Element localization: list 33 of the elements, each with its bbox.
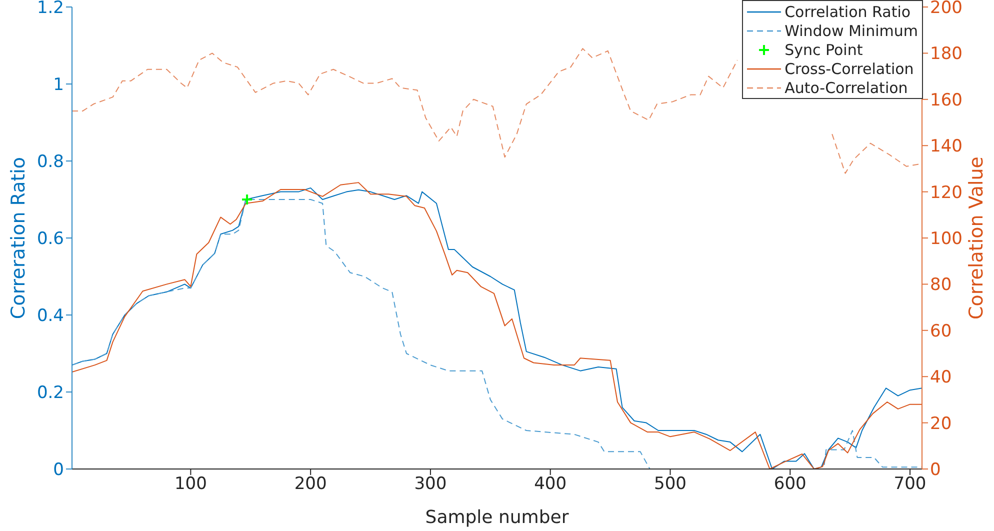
x-tick-label: 400 bbox=[534, 474, 567, 494]
x-tick-label: 300 bbox=[414, 474, 447, 494]
x-tick-label: 100 bbox=[174, 474, 207, 494]
x-tick-label: 200 bbox=[294, 474, 327, 494]
legend-label: Sync Point bbox=[784, 40, 863, 58]
y2-tick-label: 80 bbox=[930, 275, 952, 296]
y-tick-label: 0.6 bbox=[36, 229, 64, 250]
y-tick-label: 0.2 bbox=[36, 383, 64, 404]
legend-label: Window Minimum bbox=[784, 22, 918, 40]
y2-tick-label: 60 bbox=[930, 321, 952, 342]
y-tick-label: 0 bbox=[53, 460, 64, 480]
x-tick-label: 500 bbox=[654, 474, 686, 494]
y2-axis-title: Correlation Value bbox=[966, 156, 988, 320]
y2-tick-label: 140 bbox=[930, 136, 962, 157]
y2-tick-label: 40 bbox=[930, 368, 952, 388]
y-tick-label: 0.4 bbox=[36, 306, 64, 326]
legend-label: Cross-Correlation bbox=[784, 60, 914, 78]
y2-tick-label: 100 bbox=[930, 229, 962, 250]
y-tick-label: 1.2 bbox=[36, 0, 64, 18]
y-axis-title: Correration Ratio bbox=[8, 156, 30, 320]
y2-tick-label: 160 bbox=[930, 90, 962, 110]
legend-label: Correlation Ratio bbox=[784, 2, 911, 20]
y2-tick-label: 200 bbox=[930, 0, 962, 18]
legend-label: Auto-Correlation bbox=[784, 78, 908, 96]
y2-tick-label: 120 bbox=[930, 182, 962, 203]
y-tick-label: 1 bbox=[53, 75, 64, 96]
y2-tick-label: 180 bbox=[930, 44, 962, 64]
x-tick-label: 600 bbox=[774, 474, 806, 494]
x-axis-title: Sample number bbox=[425, 507, 570, 528]
y-tick-label: 0.8 bbox=[36, 152, 64, 172]
y2-tick-label: 0 bbox=[930, 460, 941, 480]
x-tick-label: 700 bbox=[894, 474, 926, 494]
y2-tick-label: 20 bbox=[930, 414, 952, 434]
